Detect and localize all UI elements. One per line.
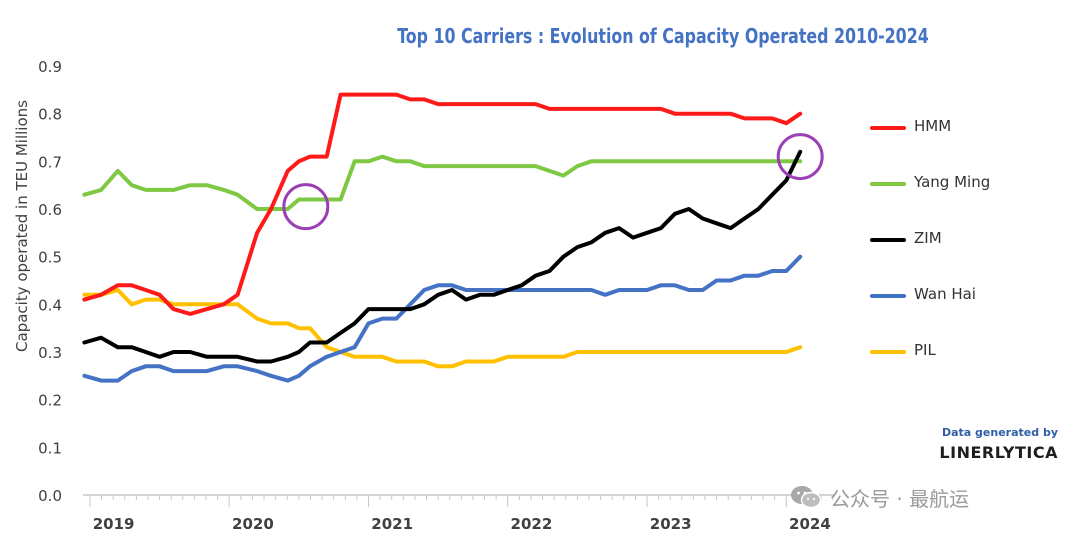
- annotations: [282, 133, 824, 231]
- y-tick-label: 0.8: [38, 106, 62, 124]
- legend-label: Wan Hai: [914, 285, 976, 303]
- highlight-circle: [282, 183, 330, 231]
- legend-swatch: [870, 126, 906, 130]
- chart-title: Top 10 Carriers : Evolution of Capacity …: [397, 24, 929, 48]
- legend-swatch: [870, 294, 906, 298]
- brand-logo-text: LINERLYTICA: [939, 443, 1058, 462]
- axes: 0.0 0.1 0.2 0.3 0.4 0.5 0.6 0.7 0.8 0.9 2019 2020 20…: [38, 58, 835, 533]
- x-tick-label: 2022: [511, 515, 553, 533]
- legend-swatch: [870, 350, 906, 354]
- y-tick-label: 0.0: [38, 487, 62, 505]
- y-tick-label: 0.4: [38, 296, 62, 314]
- x-tick-label: 2019: [93, 515, 135, 533]
- x-tick-label: 2024: [789, 515, 831, 533]
- legend-label: Yang Ming: [914, 173, 991, 191]
- watermark-text: 公众号 · 最航运: [830, 486, 970, 511]
- y-axis-label: Capacity operated in TEU Millions: [13, 100, 31, 352]
- series-lines: [82, 92, 803, 383]
- series-line-wan-hai: [82, 254, 803, 383]
- y-tick-label: 0.5: [38, 249, 62, 267]
- legend-swatch: [870, 182, 906, 186]
- legend-swatch: [870, 238, 906, 242]
- highlight-circle: [776, 133, 824, 181]
- y-tick-label: 0.3: [38, 344, 62, 362]
- legend-label: PIL: [914, 341, 936, 359]
- y-tick-label: 0.6: [38, 201, 62, 219]
- y-tick-label: 0.9: [38, 58, 62, 76]
- x-tick-label: 2021: [371, 515, 413, 533]
- y-tick-label: 0.7: [38, 153, 62, 171]
- legend-label: ZIM: [914, 229, 942, 247]
- y-tick-label: 0.2: [38, 392, 62, 410]
- watermark: 公众号 · 最航运: [790, 480, 969, 514]
- wechat-icon: [790, 484, 822, 510]
- series-line-yang-ming: [82, 154, 803, 211]
- legend-label: HMM: [914, 117, 952, 135]
- y-tick-label: 0.1: [38, 439, 62, 457]
- series-line-pil: [82, 288, 803, 369]
- brand-caption: Data generated by: [941, 426, 1058, 439]
- x-tick-label: 2020: [232, 515, 274, 533]
- brand-credit: Data generated by LINERLYTICA: [939, 426, 1058, 462]
- series-line-hmm: [82, 92, 803, 316]
- series-line-zim: [82, 149, 803, 364]
- x-tick-label: 2023: [650, 515, 692, 533]
